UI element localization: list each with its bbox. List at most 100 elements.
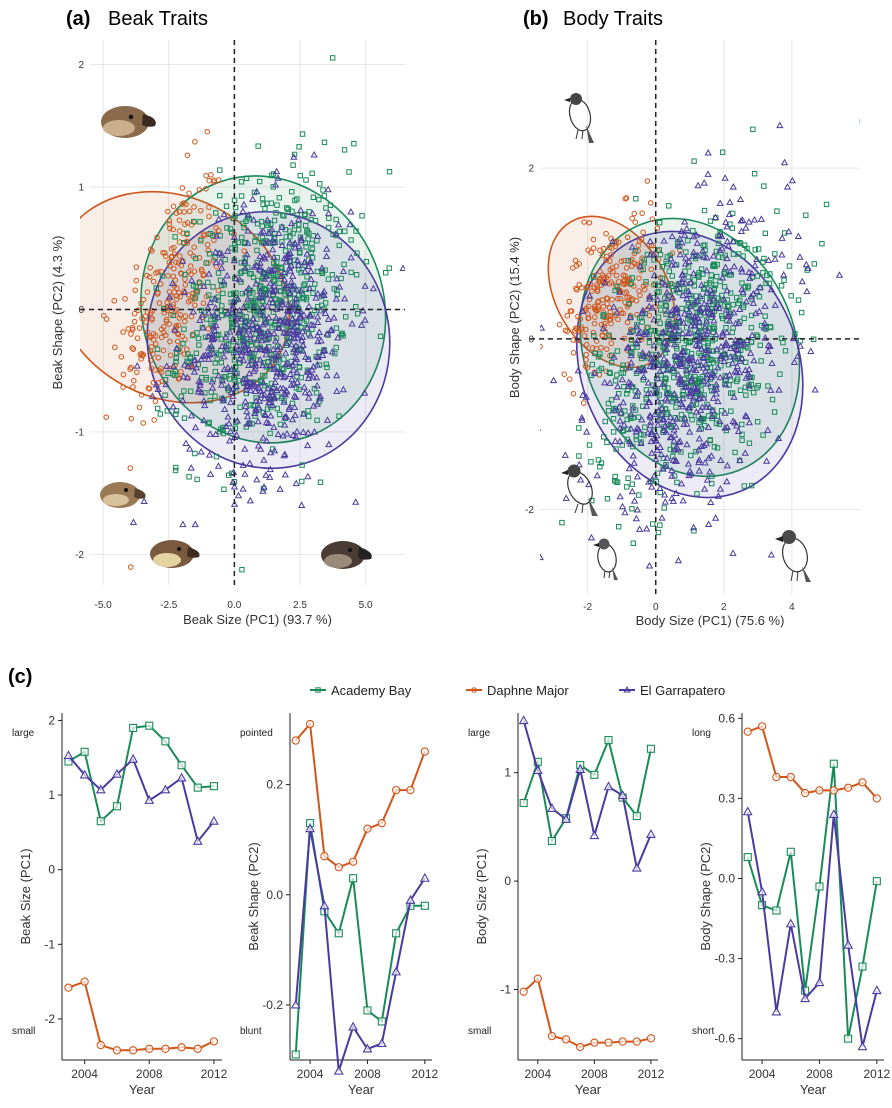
point-el-garrapatero — [709, 295, 718, 302]
point-el-garrapatero — [369, 284, 378, 292]
point-el-garrapatero — [323, 416, 332, 423]
point-el-garrapatero — [706, 467, 714, 475]
data-point — [112, 768, 122, 778]
point-academy-bay — [597, 464, 603, 470]
point-el-garrapatero — [272, 167, 281, 175]
point-el-garrapatero — [282, 314, 290, 321]
point-daphne-major — [187, 250, 194, 256]
point-el-garrapatero — [133, 362, 141, 369]
point-academy-bay — [215, 294, 221, 300]
point-academy-bay — [608, 359, 615, 366]
point-academy-bay — [691, 158, 697, 164]
point-academy-bay — [258, 218, 265, 225]
point-el-garrapatero — [230, 500, 239, 507]
point-academy-bay — [303, 244, 309, 250]
point-academy-bay — [601, 434, 607, 440]
point-el-garrapatero — [753, 255, 761, 263]
point-daphne-major — [203, 172, 209, 179]
point-daphne-major — [154, 291, 161, 297]
point-el-garrapatero — [794, 352, 802, 359]
point-el-garrapatero — [257, 332, 265, 339]
point-el-garrapatero — [255, 265, 264, 273]
y-tick-label: -1 — [44, 937, 55, 951]
point-daphne-major — [144, 289, 151, 295]
point-el-garrapatero — [675, 378, 683, 385]
point-el-garrapatero — [218, 251, 226, 258]
data-point — [519, 987, 528, 996]
point-el-garrapatero — [270, 423, 278, 430]
point-el-garrapatero — [180, 361, 189, 368]
point-el-garrapatero — [639, 366, 647, 374]
point-el-garrapatero — [610, 406, 619, 414]
point-el-garrapatero — [735, 305, 744, 313]
point-academy-bay — [745, 283, 752, 289]
data-point — [532, 765, 543, 775]
point-el-garrapatero — [745, 418, 754, 426]
point-academy-bay — [701, 207, 708, 214]
point-el-garrapatero — [730, 262, 738, 270]
point-el-garrapatero — [684, 329, 692, 337]
data-point — [177, 1043, 186, 1052]
point-el-garrapatero — [712, 304, 720, 311]
point-el-garrapatero — [695, 395, 703, 402]
point-el-garrapatero — [689, 394, 698, 401]
point-el-garrapatero — [672, 489, 680, 496]
point-academy-bay — [333, 216, 339, 223]
point-daphne-major — [148, 344, 155, 350]
point-daphne-major — [146, 385, 153, 392]
y-axis-title: Body Shape (PC2) (15.4 %) — [507, 237, 522, 398]
point-academy-bay — [210, 313, 216, 319]
finch-body-icon — [564, 93, 594, 143]
point-daphne-major — [187, 263, 194, 269]
point-el-garrapatero — [243, 250, 251, 258]
point-el-garrapatero — [702, 317, 711, 325]
point-el-garrapatero — [790, 358, 799, 365]
point-academy-bay — [591, 332, 597, 339]
point-el-garrapatero — [731, 352, 739, 360]
point-academy-bay — [303, 177, 309, 183]
point-el-garrapatero — [239, 325, 247, 332]
point-daphne-major — [147, 264, 153, 271]
point-el-garrapatero — [201, 401, 209, 409]
point-daphne-major — [603, 346, 610, 352]
point-daphne-major — [215, 177, 222, 183]
point-el-garrapatero — [724, 242, 732, 249]
point-el-garrapatero — [764, 426, 772, 433]
point-el-garrapatero — [629, 403, 637, 411]
point-el-garrapatero — [679, 318, 688, 326]
point-el-garrapatero — [561, 451, 569, 458]
data-point — [646, 1034, 656, 1043]
point-el-garrapatero — [297, 501, 306, 508]
point-daphne-major — [592, 307, 599, 313]
point-el-garrapatero — [300, 311, 308, 318]
point-el-garrapatero — [242, 288, 250, 295]
point-el-garrapatero — [628, 487, 636, 495]
point-el-garrapatero — [260, 394, 269, 402]
point-el-garrapatero — [253, 336, 261, 343]
y-axis-title: Body Size (PC1) — [474, 848, 489, 944]
point-el-garrapatero — [205, 344, 213, 351]
point-el-garrapatero — [224, 309, 232, 317]
point-academy-bay — [192, 255, 199, 262]
point-academy-bay — [324, 364, 330, 371]
point-academy-bay — [243, 390, 249, 397]
point-el-garrapatero — [283, 306, 292, 314]
point-el-garrapatero — [246, 459, 254, 467]
data-point — [80, 747, 89, 756]
point-el-garrapatero — [288, 284, 297, 292]
point-el-garrapatero — [186, 445, 194, 452]
point-daphne-major — [566, 376, 573, 382]
y-tick-label: 2 — [48, 713, 55, 727]
point-academy-bay — [803, 212, 809, 218]
point-el-garrapatero — [701, 367, 710, 374]
point-el-garrapatero — [211, 248, 220, 255]
point-el-garrapatero — [672, 322, 680, 329]
point-el-garrapatero — [615, 288, 624, 295]
endpoint-label-bottom: small — [12, 1026, 35, 1037]
point-el-garrapatero — [685, 311, 693, 319]
point-academy-bay — [708, 272, 714, 278]
point-el-garrapatero — [687, 386, 695, 393]
point-el-garrapatero — [330, 313, 338, 321]
point-academy-bay — [685, 300, 691, 306]
